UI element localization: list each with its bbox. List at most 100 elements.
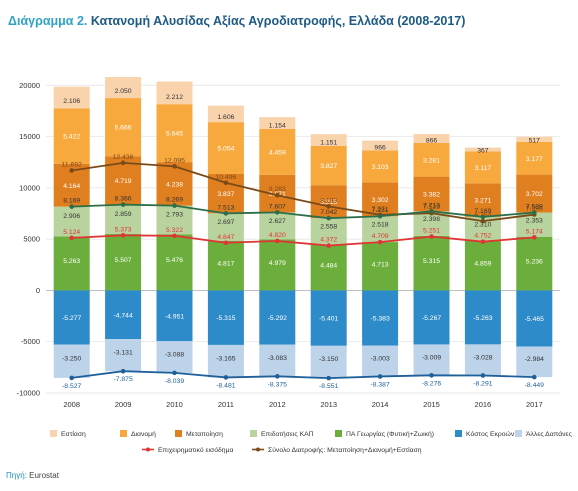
line-value-label: 5.124 [63, 229, 80, 236]
bar-value-label: 5.645 [166, 131, 183, 138]
line-value-label: 7.513 [217, 204, 234, 211]
line-value-label: 11.692 [62, 161, 83, 168]
bar-segment [464, 147, 501, 152]
bar-value-label: 5.666 [115, 125, 132, 132]
bar-value-label: 5.236 [526, 258, 543, 265]
line-marker [480, 373, 486, 378]
x-tick-label: 2017 [526, 400, 543, 409]
bar-segment [362, 182, 399, 217]
legend-marker [256, 447, 260, 452]
bar-segment [362, 242, 399, 291]
bar-segment [259, 128, 296, 175]
line-marker [429, 234, 434, 239]
bar-value-label: 3.837 [217, 191, 234, 198]
bar-segment [105, 77, 142, 99]
line-value-label: 4.647 [217, 234, 234, 241]
bar-value-label: 3.827 [320, 163, 337, 170]
bar-value-label: 2.106 [63, 98, 80, 105]
bar-segment [207, 344, 244, 378]
line-value-label: -7.875 [113, 376, 132, 383]
line-value-label: 8.366 [115, 196, 132, 203]
line-value-label: -8.387 [370, 381, 389, 388]
bar-value-label: 2.212 [166, 94, 183, 101]
bar-value-label: -4.951 [165, 313, 184, 320]
bar-value-label: -3.150 [319, 356, 338, 363]
x-tick-label: 2016 [475, 400, 492, 409]
bar-value-label: -5.465 [525, 316, 544, 323]
legend-label: Διανομή [131, 431, 156, 438]
line-marker [429, 373, 434, 378]
source-note: Πηγή: Eurostat [6, 471, 59, 480]
bar-value-label: 3.271 [474, 198, 491, 205]
line-marker [275, 238, 280, 244]
legend-swatch [455, 430, 462, 437]
bar-value-label: 2.558 [320, 224, 337, 231]
line-value-label: 7.589 [526, 204, 543, 211]
bar-value-label: -3.165 [216, 355, 235, 362]
bar-segment [413, 176, 450, 212]
bar-segment [310, 218, 347, 245]
x-tick-label: 2008 [63, 400, 80, 409]
y-tick-label: 0 [36, 286, 40, 295]
legend-label: Επιχειρηματικό εισόδημα [158, 446, 234, 454]
bar-segment [53, 290, 90, 345]
bar-segment [516, 346, 553, 378]
y-tick-label: 20000 [19, 81, 40, 90]
line-marker [69, 204, 74, 209]
bar-value-label: 5.263 [63, 258, 80, 265]
bar-segment [464, 290, 501, 345]
bar-segment [464, 344, 501, 376]
x-tick-label: 2012 [269, 400, 286, 409]
bar-segment [156, 341, 193, 373]
x-tick-label: 2010 [166, 400, 183, 409]
line-value-label: -8.449 [525, 382, 544, 389]
line-marker [480, 239, 486, 244]
line-marker [120, 202, 126, 207]
legend-label: Σύνολο Διατροφής: Μεταποίηση+Διανομή+Εστ… [268, 446, 422, 454]
bar-segment [207, 122, 244, 174]
line-value-label: 9.283 [269, 186, 286, 193]
x-tick-label: 2013 [320, 400, 337, 409]
bar-segment [259, 344, 296, 377]
bar-value-label: 1.606 [217, 114, 234, 121]
bar-value-label: -3.028 [473, 354, 492, 361]
bar-value-label: 2.859 [115, 211, 132, 218]
bar-segment [207, 213, 244, 242]
source-value: Eurostat [29, 471, 59, 480]
line-value-label: -8.481 [216, 382, 235, 389]
line-marker [223, 211, 229, 216]
bar-value-label: 2.050 [115, 88, 132, 95]
line-marker [69, 375, 74, 381]
y-tick-label: -5000 [21, 337, 40, 346]
bar-value-label: 2.518 [372, 221, 389, 228]
line-marker [326, 243, 332, 248]
series-line [71, 370, 535, 380]
bar-value-label: 2.697 [217, 219, 234, 226]
bar-segment [464, 240, 501, 291]
bar-value-label: 5.315 [423, 258, 440, 265]
bar-segment [156, 205, 193, 235]
line-value-label: 4.709 [372, 233, 389, 240]
bar-segment [362, 150, 399, 183]
bar-value-label: 4.979 [269, 260, 286, 267]
bar-segment [207, 241, 244, 291]
bar-value-label: 2.627 [269, 218, 286, 225]
legend-swatch [175, 430, 182, 437]
line-marker [120, 233, 126, 238]
bar-value-label: 2.906 [63, 213, 80, 220]
bar-segment [156, 290, 193, 342]
legend-swatch [515, 430, 522, 437]
bar-segment [105, 204, 142, 234]
bar-value-label: -5.383 [370, 316, 389, 323]
bar-value-label: -5.401 [319, 316, 338, 323]
bar-segment [516, 290, 553, 347]
bar-value-label: 3.702 [526, 191, 543, 198]
bar-value-label: -3.250 [62, 355, 81, 362]
line-marker [532, 374, 537, 380]
bar-value-label: -5.315 [216, 315, 235, 322]
bar-value-label: 3.382 [423, 191, 440, 198]
line-marker [172, 203, 177, 208]
line-marker [532, 210, 537, 215]
x-tick-label: 2015 [423, 400, 440, 409]
y-tick-label: 15000 [19, 132, 40, 141]
